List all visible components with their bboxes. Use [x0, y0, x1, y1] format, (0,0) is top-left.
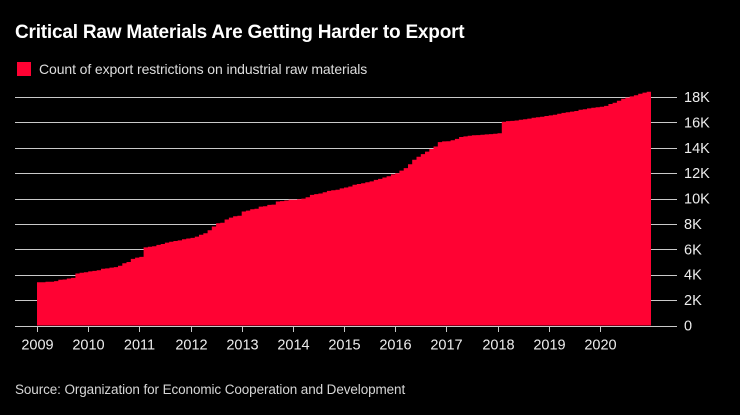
x-axis-label-2012: 2012 — [175, 338, 207, 354]
x-axis-label-2011: 2011 — [124, 338, 155, 354]
x-axis-label-2020: 2020 — [584, 338, 616, 354]
source-note: Source: Organization for Economic Cooper… — [15, 382, 406, 397]
y-axis-label-0: 0 — [684, 319, 692, 335]
x-axis-label-2019: 2019 — [533, 338, 565, 354]
x-axis-label-2014: 2014 — [277, 338, 309, 354]
legend-label: Count of export restrictions on industri… — [39, 61, 368, 77]
x-axis-label-2018: 2018 — [482, 338, 514, 354]
y-axis-label-8K: 8K — [684, 217, 702, 233]
x-axis-label-2016: 2016 — [379, 338, 411, 354]
x-axis-label-2009: 2009 — [21, 338, 53, 354]
y-axis-label-6K: 6K — [684, 242, 702, 258]
legend-swatch-icon — [17, 62, 31, 76]
y-axis-label-10K: 10K — [684, 192, 710, 208]
legend: Count of export restrictions on industri… — [17, 61, 367, 77]
y-axis-label-4K: 4K — [684, 268, 702, 284]
export-restrictions-area-series — [37, 91, 651, 326]
x-axis-label-2015: 2015 — [328, 338, 360, 354]
x-axis-label-2013: 2013 — [226, 338, 258, 354]
x-axis-label-2017: 2017 — [430, 338, 462, 354]
y-axis-label-14K: 14K — [684, 141, 710, 157]
y-axis-label-12K: 12K — [684, 166, 710, 182]
y-axis-label-16K: 16K — [684, 115, 710, 131]
x-axis-label-2010: 2010 — [72, 338, 104, 354]
y-axis-label-2K: 2K — [684, 293, 702, 309]
y-axis-label-18K: 18K — [684, 90, 710, 106]
page-title: Critical Raw Materials Are Getting Harde… — [15, 22, 465, 43]
